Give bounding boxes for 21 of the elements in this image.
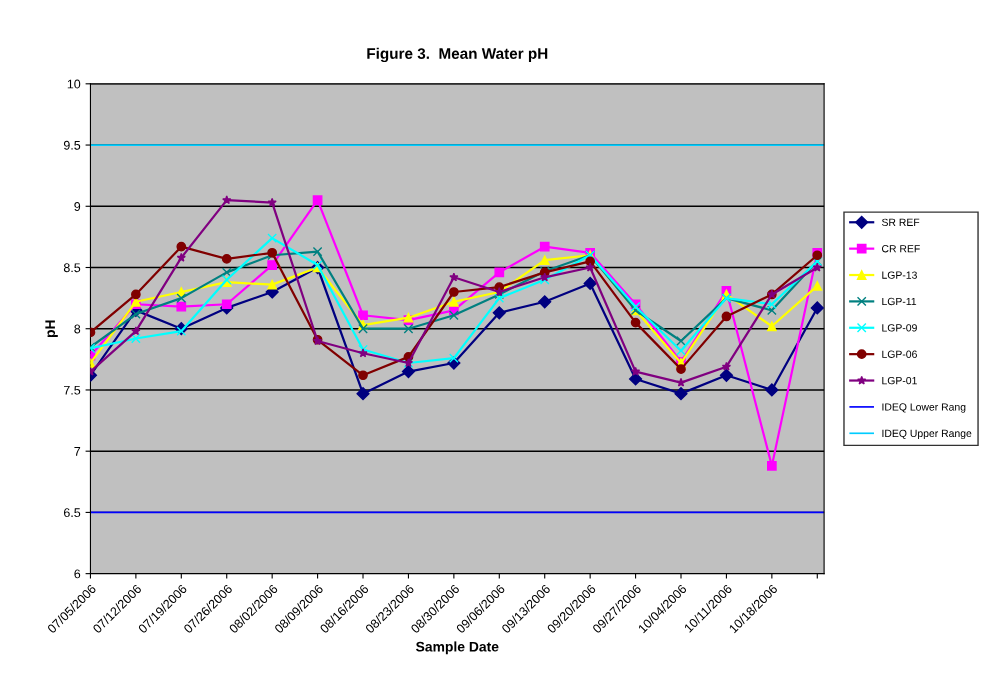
legend-label: LGP-09 <box>882 324 917 332</box>
chart-title: Figure 3. Mean Water pH <box>367 47 548 63</box>
y-tick-label: 7 <box>74 447 81 456</box>
legend-label: IDEQ Lower Rang <box>882 403 966 413</box>
y-tick-label: 7.5 <box>63 385 81 395</box>
x-axis-title: Sample Date <box>415 641 499 655</box>
legend-label: LGP-11 <box>882 297 917 306</box>
legend-label: LGP-13 <box>882 271 917 279</box>
y-tick-label: 10 <box>67 79 81 89</box>
legend-label: SR REF <box>881 218 920 227</box>
y-tick-label: 8.5 <box>63 263 81 273</box>
y-tick-label: 8 <box>74 324 81 334</box>
legend-label: LGP-06 <box>882 350 917 358</box>
y-tick-label: 6.5 <box>63 508 81 518</box>
y-tick-label: 6 <box>74 569 81 579</box>
y-axis-title: pH <box>45 320 58 338</box>
legend-label: CR REF <box>882 245 920 253</box>
y-tick-label: 9.5 <box>63 140 81 150</box>
legend-label: LGP-01 <box>882 376 917 385</box>
legend-label: IDEQ Upper Range <box>882 429 972 440</box>
y-tick-label: 9 <box>74 202 81 211</box>
